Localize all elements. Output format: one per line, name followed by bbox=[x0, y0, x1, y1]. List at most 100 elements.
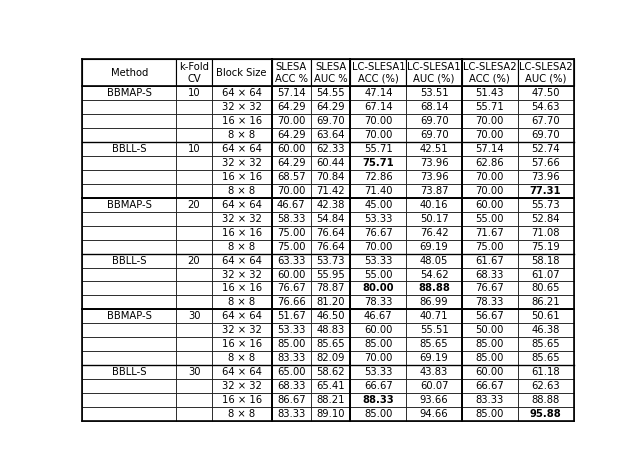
Bar bbox=[177, 226, 212, 240]
Text: 63.64: 63.64 bbox=[316, 130, 345, 140]
Bar bbox=[177, 59, 212, 86]
Bar bbox=[271, 309, 311, 323]
Text: 73.87: 73.87 bbox=[420, 186, 449, 196]
Text: 67.14: 67.14 bbox=[364, 102, 393, 112]
Bar bbox=[271, 128, 311, 142]
Bar bbox=[212, 351, 271, 365]
Text: 60.00: 60.00 bbox=[364, 325, 392, 335]
Bar bbox=[212, 198, 271, 212]
Text: 88.21: 88.21 bbox=[316, 395, 345, 405]
Bar bbox=[311, 114, 351, 128]
Bar bbox=[351, 295, 406, 309]
Bar bbox=[212, 128, 271, 142]
Bar bbox=[311, 267, 351, 282]
Text: 64 × 64: 64 × 64 bbox=[221, 256, 262, 266]
Bar bbox=[271, 282, 311, 295]
Bar bbox=[518, 142, 573, 156]
Text: 32 × 32: 32 × 32 bbox=[221, 325, 262, 335]
Bar bbox=[462, 184, 518, 198]
Bar bbox=[83, 86, 177, 100]
Text: 64.29: 64.29 bbox=[316, 102, 345, 112]
Text: 69.19: 69.19 bbox=[420, 353, 449, 363]
Bar bbox=[271, 365, 311, 379]
Bar bbox=[177, 212, 212, 226]
Bar bbox=[83, 282, 177, 295]
Bar bbox=[518, 100, 573, 114]
Text: 77.31: 77.31 bbox=[530, 186, 561, 196]
Text: 46.67: 46.67 bbox=[364, 311, 393, 322]
Bar bbox=[177, 184, 212, 198]
Text: 64.29: 64.29 bbox=[277, 102, 305, 112]
Bar bbox=[311, 100, 351, 114]
Bar bbox=[462, 59, 518, 86]
Text: 69.70: 69.70 bbox=[316, 116, 345, 126]
Bar bbox=[406, 240, 462, 254]
Text: 16 × 16: 16 × 16 bbox=[221, 284, 262, 294]
Text: ACC (%): ACC (%) bbox=[358, 74, 399, 84]
Text: 46.38: 46.38 bbox=[531, 325, 560, 335]
Text: 67.70: 67.70 bbox=[531, 116, 560, 126]
Bar bbox=[212, 100, 271, 114]
Bar bbox=[518, 86, 573, 100]
Text: 89.10: 89.10 bbox=[316, 409, 345, 419]
Text: 78.33: 78.33 bbox=[364, 297, 392, 307]
Bar bbox=[271, 59, 311, 86]
Text: 70.00: 70.00 bbox=[277, 116, 305, 126]
Bar bbox=[518, 240, 573, 254]
Text: 80.65: 80.65 bbox=[531, 284, 560, 294]
Bar bbox=[518, 282, 573, 295]
Bar bbox=[351, 282, 406, 295]
Bar bbox=[462, 240, 518, 254]
Bar bbox=[212, 323, 271, 337]
Bar bbox=[462, 295, 518, 309]
Bar bbox=[406, 323, 462, 337]
Text: ACC %: ACC % bbox=[275, 74, 308, 84]
Bar bbox=[518, 407, 573, 421]
Bar bbox=[406, 267, 462, 282]
Text: BBMAP-S: BBMAP-S bbox=[107, 200, 152, 210]
Bar bbox=[177, 323, 212, 337]
Bar bbox=[212, 267, 271, 282]
Text: 70.00: 70.00 bbox=[476, 116, 504, 126]
Bar bbox=[212, 212, 271, 226]
Text: 86.67: 86.67 bbox=[277, 395, 305, 405]
Text: 70.00: 70.00 bbox=[364, 242, 392, 252]
Bar bbox=[406, 59, 462, 86]
Text: 76.67: 76.67 bbox=[364, 228, 393, 238]
Text: BBMAP-S: BBMAP-S bbox=[107, 88, 152, 98]
Text: 43.83: 43.83 bbox=[420, 367, 448, 377]
Bar bbox=[518, 156, 573, 170]
Bar bbox=[271, 184, 311, 198]
Text: BBLL-S: BBLL-S bbox=[112, 256, 147, 266]
Text: 62.63: 62.63 bbox=[531, 381, 560, 391]
Text: AUC (%): AUC (%) bbox=[413, 74, 455, 84]
Bar bbox=[311, 351, 351, 365]
Bar bbox=[212, 114, 271, 128]
Text: 66.67: 66.67 bbox=[364, 381, 393, 391]
Bar bbox=[311, 323, 351, 337]
Text: 61.07: 61.07 bbox=[531, 269, 560, 279]
Text: 60.00: 60.00 bbox=[277, 144, 305, 154]
Text: 56.67: 56.67 bbox=[476, 311, 504, 322]
Text: 54.55: 54.55 bbox=[316, 88, 345, 98]
Text: 58.18: 58.18 bbox=[531, 256, 560, 266]
Text: 73.96: 73.96 bbox=[531, 172, 560, 182]
Bar bbox=[177, 114, 212, 128]
Text: 10: 10 bbox=[188, 144, 200, 154]
Text: 73.96: 73.96 bbox=[420, 158, 449, 168]
Text: 60.00: 60.00 bbox=[277, 269, 305, 279]
Bar bbox=[271, 156, 311, 170]
Bar bbox=[177, 407, 212, 421]
Bar bbox=[311, 59, 351, 86]
Text: 20: 20 bbox=[188, 256, 200, 266]
Bar bbox=[518, 254, 573, 267]
Text: 85.00: 85.00 bbox=[364, 409, 392, 419]
Text: 40.16: 40.16 bbox=[420, 200, 449, 210]
Text: 45.00: 45.00 bbox=[364, 200, 392, 210]
Text: LC-SLESA1: LC-SLESA1 bbox=[407, 62, 461, 72]
Text: Method: Method bbox=[111, 67, 148, 77]
Text: 70.00: 70.00 bbox=[476, 130, 504, 140]
Text: 53.33: 53.33 bbox=[277, 325, 305, 335]
Bar bbox=[83, 337, 177, 351]
Text: 55.73: 55.73 bbox=[531, 200, 560, 210]
